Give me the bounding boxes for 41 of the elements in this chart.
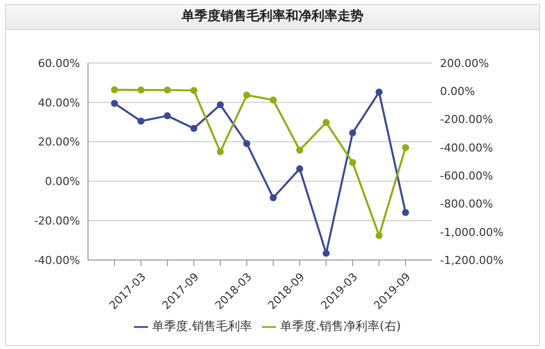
y-tick-label: -20.00% [34,214,80,228]
point [402,209,410,216]
point [216,148,224,156]
y-tick-label: 40.00% [38,96,80,110]
point [402,144,410,152]
point [322,250,330,257]
y2-tick-label: 200.00% [440,56,489,70]
point [216,101,224,108]
point [243,140,250,148]
point [376,232,383,240]
y2-tick-label: 0.00% [440,85,475,98]
legend-label: 单季度.销售毛利率 [152,319,252,333]
point [164,86,171,94]
y-tick-label: 20.00% [38,136,80,149]
point [110,86,118,94]
y-tick-label: -40.00% [34,254,80,267]
point [164,112,171,120]
point [296,146,304,154]
point [296,165,304,172]
point [137,86,144,94]
point [322,119,330,126]
point [270,96,277,104]
point [349,158,356,166]
legend-label: 单季度.销售净利率(右) [280,319,401,333]
y2-tick-label: -200.00% [440,113,493,126]
point [190,86,198,94]
point [376,88,383,96]
y2-tick-label: -400.00% [440,141,493,154]
y2-tick-label: -1,000.00% [440,226,504,239]
point [349,129,356,136]
point [190,124,198,132]
y2-tick-label: -1,200.00% [440,254,504,267]
y-tick-label: 0.00% [45,175,80,188]
y2-tick-label: -800.00% [440,198,493,211]
point [243,92,250,99]
point [137,118,144,125]
point [110,100,118,107]
chart-title: 单季度销售毛利率和净利率走势 [6,5,539,30]
point [270,194,277,202]
y-tick-label: 60.00% [38,56,80,70]
y2-tick-label: -600.00% [440,169,493,182]
